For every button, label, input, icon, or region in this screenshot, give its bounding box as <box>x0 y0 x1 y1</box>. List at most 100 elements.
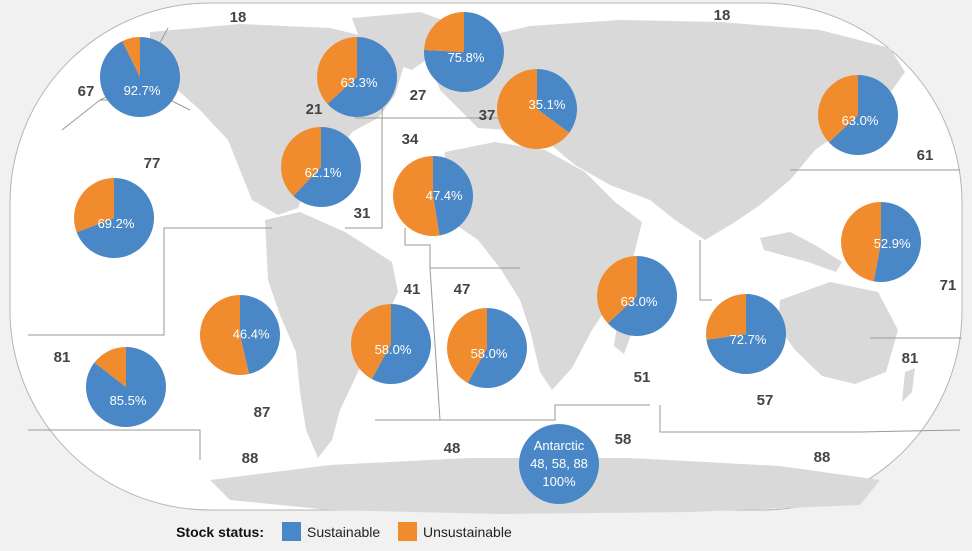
pie-0: 92.7% <box>100 37 181 117</box>
pie-4: 63.0% <box>817 75 898 155</box>
pie-slice-sustainable <box>85 347 166 428</box>
area-label-77: 77 <box>144 155 161 172</box>
antarctic-circle <box>519 424 599 504</box>
legend-label-sustainable: Sustainable <box>307 524 380 540</box>
area-label-88: 88 <box>814 449 831 466</box>
pie-value-label: 47.4% <box>426 188 463 203</box>
pie-14: 85.5% <box>85 347 166 428</box>
pie-slice-unsustainable <box>351 304 391 380</box>
pie-value-label: 63.0% <box>621 294 658 309</box>
pie-value-label: 69.2% <box>98 216 135 231</box>
antarctic-label-line-2: 48, 58, 88 <box>530 456 588 471</box>
area-label-27: 27 <box>410 87 427 104</box>
pie-slice-sustainable <box>537 69 577 133</box>
pie-7: 69.2% <box>74 178 155 259</box>
area-label-47: 47 <box>454 281 471 298</box>
pie-slice-sustainable <box>467 308 527 388</box>
area-label-88: 88 <box>242 450 259 467</box>
pie-value-label: 46.4% <box>233 327 270 342</box>
pie-value-label: 52.9% <box>874 236 911 251</box>
antarctic-pie: Antarctic 48, 58, 88 100% <box>519 424 599 504</box>
pie-1: 63.3% <box>316 37 397 117</box>
pie-3: 35.1% <box>496 69 577 150</box>
boundary-81-88 <box>859 429 961 433</box>
area-label-81: 81 <box>902 350 919 367</box>
boundary-21-31 <box>345 118 383 229</box>
area-label-21: 21 <box>306 101 323 118</box>
pie-value-label: 63.0% <box>842 113 879 128</box>
area-label-41: 41 <box>404 281 421 298</box>
pie-slice-unsustainable <box>597 256 637 324</box>
pie-11: 58.0% <box>447 308 527 388</box>
africa-landmass <box>440 142 642 390</box>
pie-slice-sustainable <box>327 37 397 117</box>
area-label-57: 57 <box>757 392 774 409</box>
boundary-57-58 <box>659 405 860 433</box>
pie-slice-sustainable <box>607 256 677 336</box>
area-label-87: 87 <box>254 404 271 421</box>
area-label-81: 81 <box>54 349 71 366</box>
area-label-34: 34 <box>402 131 419 148</box>
pie-slice-unsustainable <box>122 37 140 77</box>
pie-slice-unsustainable <box>841 202 881 282</box>
pie-value-label: 85.5% <box>110 393 147 408</box>
pie-5: 62.1% <box>281 127 361 207</box>
boundary-41-48 <box>375 404 650 421</box>
pie-value-label: 62.1% <box>305 165 342 180</box>
area-label-67: 67 <box>78 83 95 100</box>
pie-slice-sustainable <box>706 294 786 374</box>
area-label-18: 18 <box>714 7 731 24</box>
pie-value-label: 75.8% <box>448 50 485 65</box>
boundary-34-47 <box>404 228 520 269</box>
area-label-61: 61 <box>917 147 934 164</box>
fishing-area-labels: 18 18 67 21 27 37 34 77 31 61 41 47 71 81 51 81 87 57 88 48… <box>54 7 957 467</box>
antarctic-label-line-3: 100% <box>542 474 576 489</box>
pie-value-label: 63.3% <box>341 75 378 90</box>
legend-swatch-unsustainable <box>398 522 417 541</box>
area-label-71: 71 <box>940 277 957 294</box>
pie-13: 72.7% <box>706 294 786 374</box>
area-label-37: 37 <box>479 107 496 124</box>
pie-slice-sustainable <box>293 127 361 207</box>
pie-slice-sustainable <box>828 75 898 155</box>
area-label-31: 31 <box>354 205 371 222</box>
south-america-landmass <box>265 212 398 458</box>
pie-slice-sustainable <box>424 12 505 93</box>
pie-slice-unsustainable <box>817 75 858 143</box>
pie-9: 46.4% <box>200 295 281 375</box>
pie-slice-unsustainable <box>496 69 570 150</box>
southeast-asia-islands <box>760 232 842 272</box>
greenland-landmass <box>352 12 448 70</box>
boundary-41-47 <box>429 267 441 421</box>
pie-value-label: 72.7% <box>730 332 767 347</box>
pie-slice-unsustainable <box>281 127 321 196</box>
boundary-77-87 <box>28 227 272 336</box>
legend-title: Stock status: <box>176 524 264 540</box>
pie-slice-unsustainable <box>706 294 746 340</box>
antarctic-label-line-1: Antarctic <box>534 438 585 453</box>
legend-label-unsustainable: Unsustainable <box>423 524 512 540</box>
pie-slice-sustainable <box>76 178 155 259</box>
area-label-58: 58 <box>615 431 632 448</box>
pie-value-label: 58.0% <box>375 342 412 357</box>
pie-slice-sustainable <box>240 295 281 374</box>
pie-slice-unsustainable <box>447 308 487 384</box>
pie-slice-unsustainable <box>316 37 357 104</box>
pie-value-label: 92.7% <box>124 83 161 98</box>
pie-8: 52.9% <box>841 202 922 282</box>
pie-slice-sustainable <box>873 202 922 282</box>
pie-slice-sustainable <box>433 156 473 236</box>
legend: Stock status: Sustainable Unsustainable <box>176 522 512 541</box>
legend-swatch-sustainable <box>282 522 301 541</box>
pie-slice-unsustainable <box>393 156 440 237</box>
pie-slice-unsustainable <box>94 347 126 387</box>
pie-value-label: 35.1% <box>529 97 566 112</box>
pie-2: 75.8% <box>424 12 505 93</box>
australia-landmass <box>778 282 898 384</box>
pie-6: 47.4% <box>393 156 473 237</box>
area-label-48: 48 <box>444 440 461 457</box>
pie-slice-sustainable <box>371 304 431 384</box>
boundary-87-88 <box>28 429 201 460</box>
pie-slice-unsustainable <box>74 178 114 233</box>
